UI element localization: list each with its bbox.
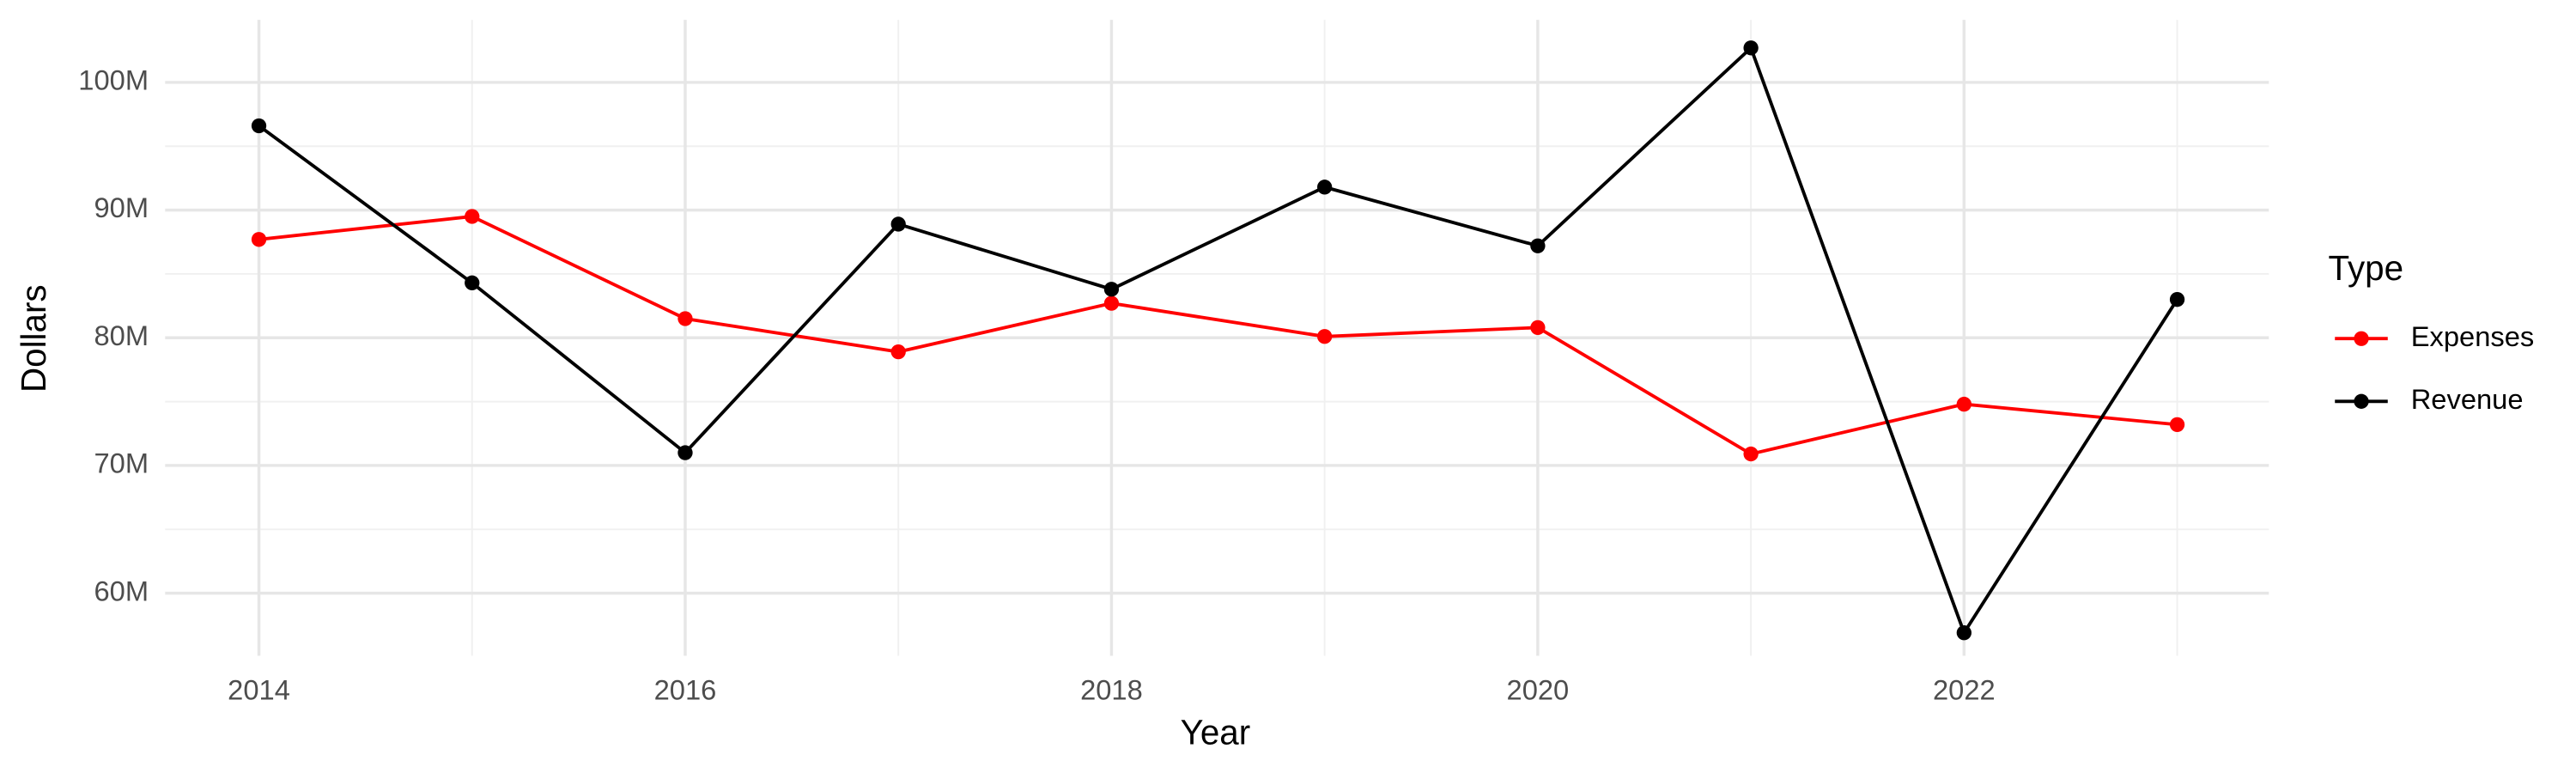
data-point bbox=[1956, 396, 1971, 412]
series-line bbox=[258, 215, 2178, 456]
data-point bbox=[890, 216, 906, 232]
data-point bbox=[465, 275, 480, 290]
legend-marker bbox=[2354, 331, 2369, 346]
x-axis-label: Year bbox=[1181, 712, 1251, 752]
y-tick-label: 70M bbox=[94, 447, 149, 479]
series-line bbox=[258, 45, 2179, 637]
y-tick-label: 80M bbox=[94, 320, 149, 351]
legend-label: Expenses bbox=[2411, 320, 2535, 352]
data-point bbox=[1103, 282, 1120, 297]
data-point bbox=[1956, 625, 1971, 641]
legend-label: Revenue bbox=[2411, 383, 2524, 415]
data-point bbox=[1743, 446, 1759, 462]
data-point bbox=[2169, 292, 2185, 307]
y-axis-label: Dollars bbox=[14, 284, 53, 393]
data-point bbox=[251, 118, 267, 134]
data-point bbox=[1103, 295, 1120, 311]
y-tick-label: 100M bbox=[78, 64, 149, 96]
data-point bbox=[465, 209, 480, 224]
data-point bbox=[890, 344, 906, 360]
data-point bbox=[2169, 417, 2185, 433]
y-tick-label: 90M bbox=[94, 192, 149, 223]
x-tick-label: 2020 bbox=[1507, 673, 1570, 705]
x-tick-label: 2016 bbox=[654, 673, 717, 705]
legend-title: Type bbox=[2329, 248, 2404, 288]
y-tick-label: 60M bbox=[94, 575, 149, 606]
data-point bbox=[1317, 180, 1333, 195]
data-point bbox=[1317, 329, 1333, 344]
data-point bbox=[1530, 320, 1546, 336]
data-point bbox=[251, 232, 267, 247]
data-point bbox=[1530, 238, 1546, 253]
data-point bbox=[677, 445, 693, 460]
data-point bbox=[1743, 40, 1759, 56]
data-point bbox=[677, 311, 693, 326]
x-tick-label: 2022 bbox=[1933, 673, 1996, 705]
x-tick-label: 2014 bbox=[228, 673, 290, 705]
legend-marker bbox=[2354, 393, 2369, 409]
x-tick-label: 2018 bbox=[1080, 673, 1143, 705]
